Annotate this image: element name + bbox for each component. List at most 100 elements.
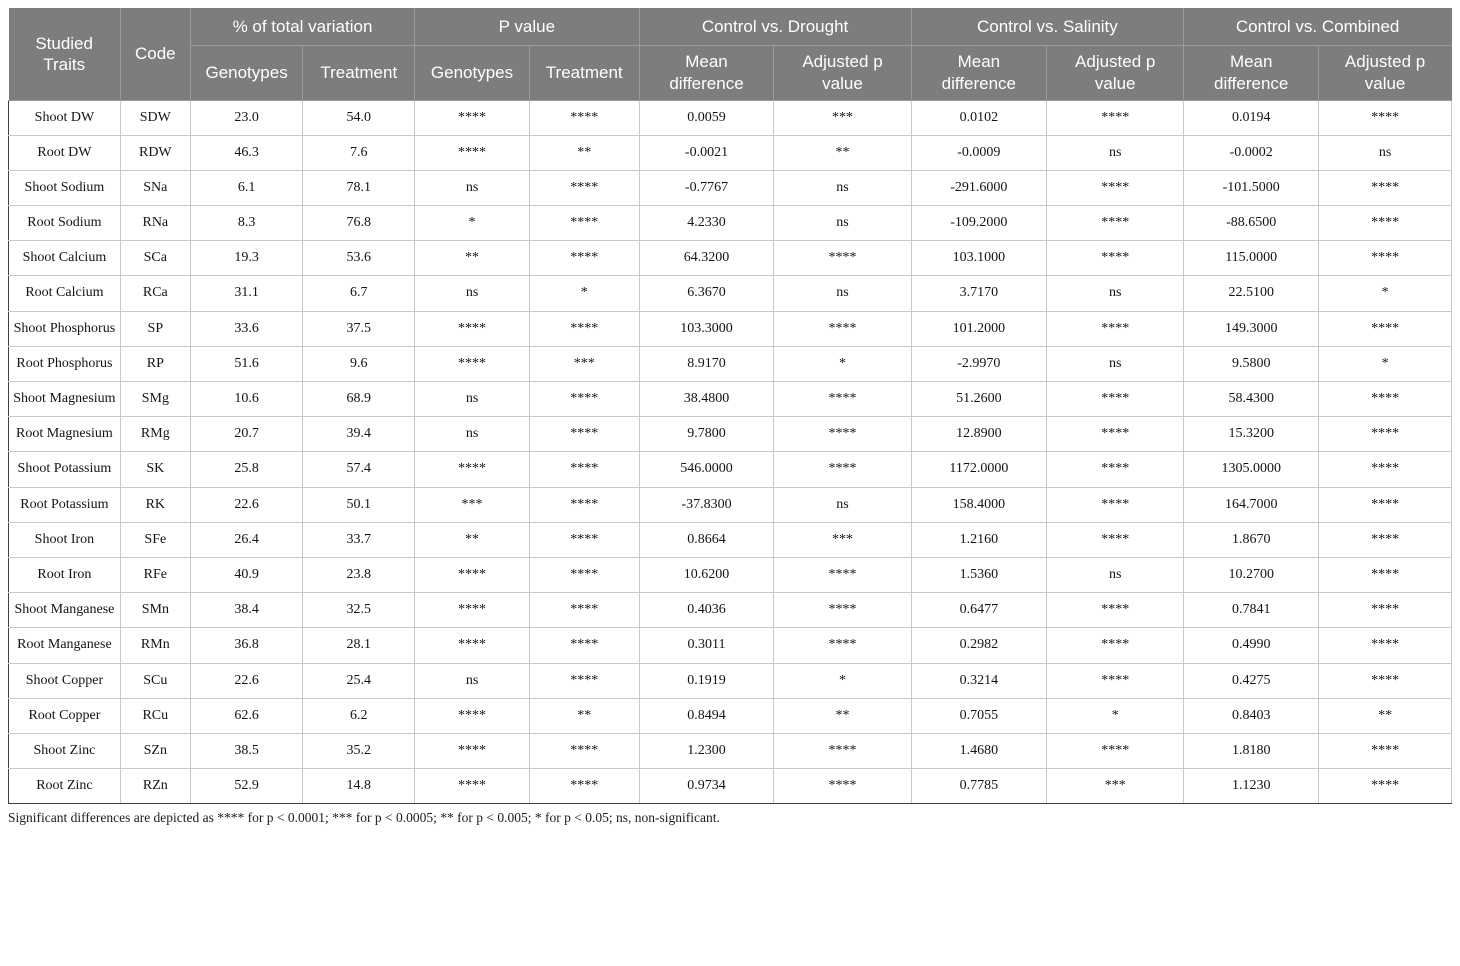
cell-drought-adjusted-p: **** [773, 556, 912, 594]
cell-variation-genotypes: 20.7 [189, 416, 304, 453]
page: Studied Traits Code % of total variation… [8, 8, 1452, 826]
cell-variation-genotypes: 62.6 [189, 697, 304, 734]
cell-salinity-adjusted-p: **** [1046, 732, 1185, 770]
cell-drought-adjusted-p: ns [773, 169, 912, 207]
cell-salinity-adjusted-p: **** [1046, 486, 1185, 523]
header-salinity-mean-difference: Mean difference [911, 45, 1048, 101]
header-drought-adjusted-p: Adjusted p value [773, 45, 912, 101]
cell-drought-mean-difference: 103.3000 [638, 310, 775, 347]
cell-trait: Root Magnesium [8, 416, 121, 453]
cell-salinity-mean-difference: 1172.0000 [910, 451, 1048, 488]
cell-trait: Shoot Zinc [8, 732, 121, 770]
cell-salinity-adjusted-p: ns [1046, 345, 1185, 383]
cell-pvalue-genotypes: ns [414, 275, 530, 312]
cell-salinity-mean-difference: 3.7170 [910, 275, 1048, 312]
cell-variation-genotypes: 38.5 [189, 732, 304, 770]
table-row: Root Sodium RNa 8.3 76.8 * **** 4.2330 ns -109.2… [8, 205, 1452, 242]
cell-combined-mean-difference: 15.3200 [1183, 416, 1320, 453]
cell-pvalue-treatment: **** [528, 380, 640, 418]
cell-variation-treatment: 35.2 [302, 732, 416, 770]
cell-variation-treatment: 53.6 [302, 240, 416, 277]
cell-variation-genotypes: 10.6 [189, 380, 304, 418]
cell-combined-adjusted-p: **** [1318, 592, 1452, 629]
cell-code: SMn [119, 592, 191, 629]
cell-salinity-mean-difference: 101.2000 [910, 310, 1048, 347]
table-row: Shoot Magnesium SMg 10.6 68.9 ns **** 38.4800 *… [8, 380, 1452, 418]
table-row: Shoot Manganese SMn 38.4 32.5 **** **** 0.4036… [8, 592, 1452, 629]
cell-variation-treatment: 23.8 [302, 556, 416, 594]
cell-salinity-adjusted-p: **** [1046, 521, 1185, 558]
cell-trait: Root Potassium [8, 486, 121, 523]
cell-variation-treatment: 28.1 [302, 627, 416, 664]
table-row: Root Phosphorus RP 51.6 9.6 **** *** 8.9170 * -2… [8, 345, 1452, 383]
cell-combined-adjusted-p: **** [1318, 240, 1452, 277]
cell-salinity-mean-difference: 0.2982 [910, 627, 1048, 664]
cell-combined-mean-difference: 164.7000 [1183, 486, 1320, 523]
cell-drought-adjusted-p: **** [773, 592, 912, 629]
cell-variation-treatment: 9.6 [302, 345, 416, 383]
cell-variation-treatment: 78.1 [302, 169, 416, 207]
cell-pvalue-treatment: **** [528, 732, 640, 770]
cell-variation-genotypes: 46.3 [189, 134, 304, 171]
significance-footnote: Significant differences are depicted as … [8, 810, 720, 826]
cell-salinity-mean-difference: 51.2600 [910, 380, 1048, 418]
table-row: Root Zinc RZn 52.9 14.8 **** **** 0.9734 **** 0.… [8, 768, 1452, 805]
cell-salinity-mean-difference: 1.2160 [910, 521, 1048, 558]
cell-pvalue-treatment: **** [528, 556, 640, 594]
cell-variation-treatment: 25.4 [302, 662, 416, 699]
cell-combined-mean-difference: 0.7841 [1183, 592, 1320, 629]
cell-code: SFe [119, 521, 191, 558]
cell-code: SNa [119, 169, 191, 207]
cell-combined-mean-difference: -101.5000 [1183, 169, 1320, 207]
cell-salinity-mean-difference: -2.9970 [910, 345, 1048, 383]
cell-combined-adjusted-p: **** [1318, 205, 1452, 242]
cell-pvalue-genotypes: ns [414, 169, 530, 207]
cell-code: SP [119, 310, 191, 347]
cell-combined-adjusted-p: **** [1318, 556, 1452, 594]
cell-combined-adjusted-p: **** [1318, 169, 1452, 207]
table-row: Shoot Phosphorus SP 33.6 37.5 **** **** 103.30… [8, 310, 1452, 347]
cell-pvalue-genotypes: **** [414, 134, 530, 171]
cell-salinity-adjusted-p: **** [1046, 240, 1185, 277]
cell-trait: Root Phosphorus [8, 345, 121, 383]
table-row: Shoot Calcium SCa 19.3 53.6 ** **** 64.3200 ***… [8, 240, 1452, 277]
table-row: Root Potassium RK 22.6 50.1 *** **** -37.8300 n… [8, 486, 1452, 523]
cell-variation-genotypes: 22.6 [189, 662, 304, 699]
cell-drought-adjusted-p: **** [773, 380, 912, 418]
cell-trait: Root Manganese [8, 627, 121, 664]
header-studied-traits-label: Studied Traits [35, 33, 93, 74]
cell-salinity-mean-difference: 12.8900 [910, 416, 1048, 453]
cell-code: SMg [119, 380, 191, 418]
cell-salinity-adjusted-p: **** [1046, 627, 1185, 664]
header-sub-row: Genotypes Treatment Genotypes Treatment … [9, 45, 1452, 101]
cell-drought-mean-difference: 8.9170 [638, 345, 775, 383]
cell-drought-adjusted-p: **** [773, 768, 912, 805]
cell-pvalue-treatment: **** [528, 592, 640, 629]
cell-salinity-adjusted-p: **** [1046, 451, 1185, 488]
cell-salinity-mean-difference: 0.0102 [910, 99, 1048, 136]
cell-combined-adjusted-p: **** [1318, 416, 1452, 453]
cell-combined-adjusted-p: ** [1318, 697, 1452, 734]
anova-results-table: Studied Traits Code % of total variation… [8, 8, 1452, 805]
table-header: Studied Traits Code % of total variation… [8, 8, 1452, 101]
cell-drought-adjusted-p: ** [773, 697, 912, 734]
cell-code: RP [119, 345, 191, 383]
cell-trait: Shoot Magnesium [8, 380, 121, 418]
cell-variation-treatment: 6.7 [302, 275, 416, 312]
cell-salinity-adjusted-p: **** [1046, 99, 1185, 136]
cell-salinity-adjusted-p: **** [1046, 205, 1185, 242]
cell-combined-mean-difference: 10.2700 [1183, 556, 1320, 594]
cell-variation-genotypes: 23.0 [189, 99, 304, 136]
header-combined-mean-difference: Mean difference [1183, 45, 1320, 101]
header-variation-treatment: Treatment [302, 45, 416, 101]
cell-drought-adjusted-p: **** [773, 451, 912, 488]
cell-salinity-mean-difference: 0.7055 [910, 697, 1048, 734]
cell-combined-mean-difference: 0.8403 [1183, 697, 1320, 734]
cell-salinity-mean-difference: 1.4680 [910, 732, 1048, 770]
cell-drought-mean-difference: 0.1919 [638, 662, 775, 699]
cell-combined-mean-difference: 22.5100 [1183, 275, 1320, 312]
table-row: Shoot Sodium SNa 6.1 78.1 ns **** -0.7767 ns -29… [8, 169, 1452, 207]
cell-drought-mean-difference: 0.4036 [638, 592, 775, 629]
cell-pvalue-treatment: **** [528, 240, 640, 277]
cell-combined-adjusted-p: * [1318, 275, 1452, 312]
